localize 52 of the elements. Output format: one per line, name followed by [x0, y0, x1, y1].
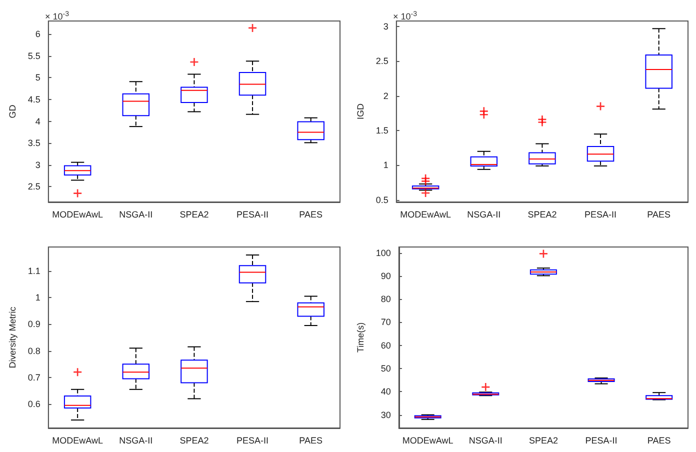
y-axis-title: Diversity Metric — [8, 306, 18, 368]
y-tick-label: 0.8 — [28, 346, 40, 356]
y-axis-title: GD — [8, 104, 18, 118]
x-tick-label: NSGA-II — [119, 210, 153, 220]
y-axis-title: Time(s) — [356, 322, 366, 353]
y-tick-label: 3 — [383, 22, 388, 32]
x-tick-label: PESA-II — [584, 210, 617, 220]
y-tick-label: 2 — [383, 90, 388, 101]
y-tick-label: 3.5 — [28, 138, 40, 148]
y-tick-label: 0.6 — [28, 399, 40, 410]
y-tick-label: 1 — [383, 160, 388, 170]
y-tick-label: 1 — [35, 292, 40, 303]
x-tick-label: SPEA2 — [528, 210, 557, 220]
y-tick-label: 4 — [35, 116, 40, 126]
x-tick-label: NSGA-II — [119, 436, 153, 446]
y-tick-label: 60 — [380, 340, 391, 350]
x-tick-label: PESA-II — [236, 210, 269, 220]
y-tick-label: 3 — [35, 160, 40, 170]
y-tick-label: 80 — [380, 294, 391, 304]
y-tick-label: 70 — [380, 317, 391, 328]
y-tick-label: 40 — [380, 386, 391, 397]
y-tick-label: 6 — [35, 29, 40, 40]
x-tick-label: PAES — [647, 436, 671, 446]
x-tick-label: MODEwAwL — [52, 436, 103, 446]
x-tick-label: SPEA2 — [528, 436, 558, 446]
x-tick-label: SPEA2 — [180, 436, 209, 446]
y-tick-label: 2.5 — [376, 56, 388, 66]
x-tick-label: PAES — [299, 436, 323, 446]
x-tick-label: PESA-II — [236, 436, 269, 446]
x-tick-label: NSGA-II — [467, 210, 501, 220]
x-tick-label: PAES — [647, 210, 671, 220]
y-tick-label: 4.5 — [28, 94, 40, 105]
y-tick-label: 0.9 — [28, 319, 40, 330]
y-tick-label: 0.5 — [376, 194, 388, 205]
y-axis-title: IGD — [356, 103, 366, 120]
y-tick-label: 0.7 — [28, 372, 40, 382]
x-tick-label: PESA-II — [585, 436, 618, 446]
x-tick-label: MODEwAwL — [402, 436, 454, 446]
y-tick-label: 2.5 — [28, 182, 40, 192]
x-tick-label: MODEwAwL — [400, 210, 451, 220]
x-tick-label: SPEA2 — [180, 210, 209, 220]
y-tick-label: 50 — [380, 364, 391, 374]
x-tick-label: MODEwAwL — [52, 210, 103, 220]
x-tick-label: PAES — [299, 210, 323, 220]
y-tick-label: 30 — [380, 410, 391, 420]
x-tick-label: NSGA-II — [468, 436, 502, 446]
y-tick-label: 1.1 — [28, 266, 40, 276]
y-tick-label: 5.5 — [28, 50, 40, 61]
y-tick-label: 100 — [376, 248, 391, 258]
y-tick-label: 5 — [35, 72, 40, 83]
y-tick-label: 1.5 — [376, 126, 388, 136]
y-tick-label: 90 — [380, 270, 391, 281]
